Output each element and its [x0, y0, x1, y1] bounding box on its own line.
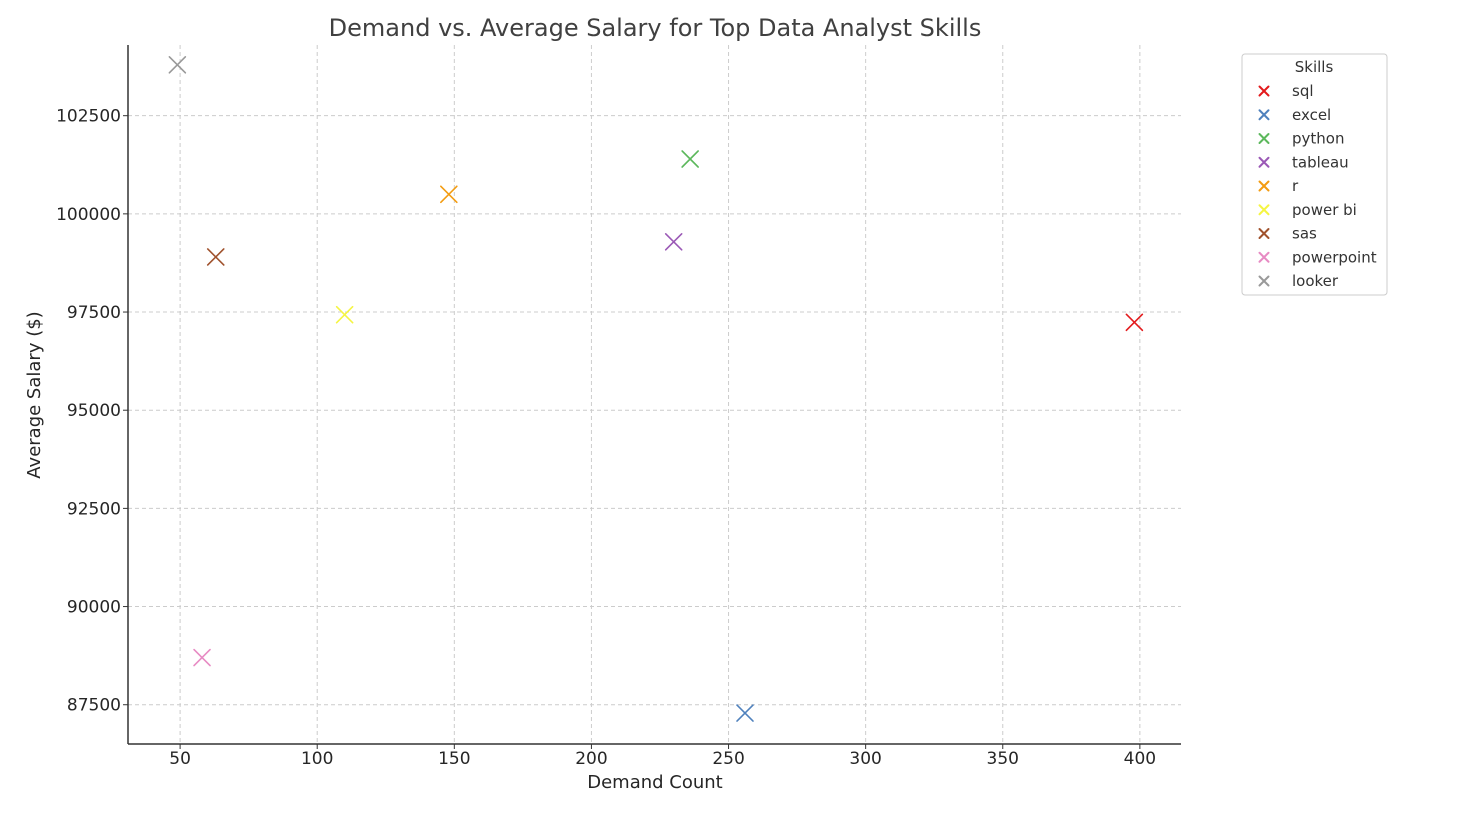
legend-marker-tableau — [1258, 156, 1270, 168]
x-tick-label: 50 — [169, 749, 191, 769]
data-point-looker — [168, 56, 187, 74]
y-axis-label: Average Salary ($) — [24, 311, 45, 478]
legend-marker-sas — [1258, 228, 1270, 239]
x-ticks: 50 100 150 200 250 300 350 400 — [169, 744, 1156, 769]
y-tick-label: 92500 — [67, 499, 121, 519]
legend-marker-excel — [1258, 109, 1270, 121]
legend-label-sql: sql — [1292, 82, 1314, 100]
legend-label-powerpoint: powerpoint — [1292, 248, 1377, 266]
legend-label-python: python — [1292, 130, 1344, 148]
data-point-tableau — [664, 233, 683, 251]
legend-label-excel: excel — [1292, 106, 1331, 124]
y-tick-label: 95000 — [67, 401, 121, 421]
y-ticks: 87500 90000 92500 95000 97500 100000 102500 — [56, 107, 128, 716]
data-points — [168, 56, 1144, 722]
x-tick-label: 300 — [849, 749, 881, 769]
legend-label-sas: sas — [1292, 225, 1317, 243]
data-point-sql — [1125, 313, 1144, 332]
grid — [128, 45, 1181, 744]
legend-label-r: r — [1292, 177, 1299, 195]
y-tick-label: 97500 — [67, 303, 121, 323]
y-tick-label: 87500 — [67, 696, 121, 716]
legend-marker-sql — [1258, 85, 1270, 97]
x-axis-label: Demand Count — [587, 772, 723, 793]
legend-marker-power-bi — [1258, 204, 1270, 216]
data-point-power-bi — [335, 305, 354, 324]
y-tick-label: 102500 — [56, 107, 121, 127]
data-point-excel — [736, 704, 754, 722]
legend-marker-looker — [1258, 275, 1270, 287]
legend-marker-powerpoint — [1258, 251, 1270, 263]
legend-marker-r — [1258, 180, 1270, 192]
legend: Skills sql excel python tableau r power bi sas… — [1241, 53, 1388, 296]
legend-box — [1241, 53, 1388, 296]
data-point-powerpoint — [193, 648, 211, 667]
x-tick-label: 100 — [301, 749, 333, 769]
x-tick-label: 200 — [575, 749, 607, 769]
legend-label-tableau: tableau — [1292, 153, 1349, 171]
legend-title: Skills — [1295, 58, 1334, 76]
chart-title: Demand vs. Average Salary for Top Data A… — [329, 14, 982, 42]
x-tick-label: 250 — [712, 749, 744, 769]
legend-label-power-bi: power bi — [1292, 201, 1357, 219]
legend-label-looker: looker — [1292, 272, 1339, 290]
axes — [127, 45, 1181, 745]
data-point-python — [681, 150, 699, 168]
data-point-sas — [206, 248, 225, 266]
y-tick-label: 100000 — [56, 205, 121, 225]
data-point-r — [440, 185, 458, 204]
y-tick-label: 90000 — [67, 598, 121, 618]
x-tick-label: 150 — [438, 749, 470, 769]
x-tick-label: 350 — [987, 749, 1019, 769]
legend-marker-python — [1258, 133, 1270, 144]
x-tick-label: 400 — [1124, 749, 1156, 769]
